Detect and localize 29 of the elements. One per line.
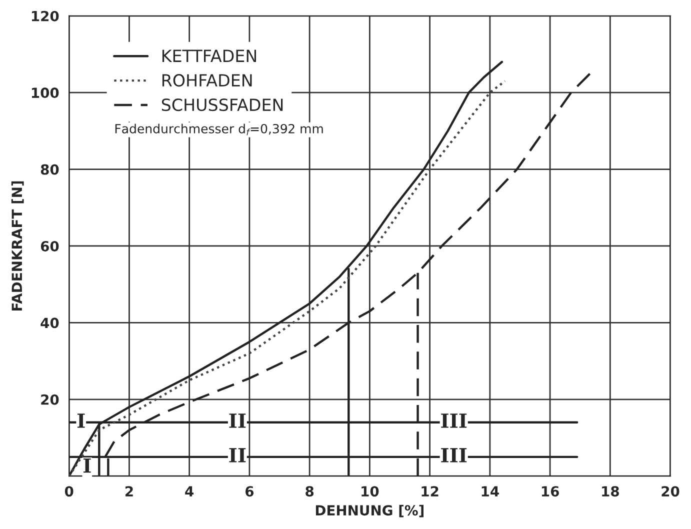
legend-label: SCHUSSFADEN bbox=[162, 98, 283, 112]
x-tick-label: 14 bbox=[482, 486, 499, 496]
annotation: III bbox=[441, 414, 467, 428]
y-axis-title: FADENKRAFT [N] bbox=[11, 181, 24, 311]
annotation: II bbox=[229, 448, 246, 462]
legend-label: ROHFADEN bbox=[162, 74, 252, 87]
annotation: I bbox=[84, 458, 91, 473]
annotation: Fadendurchmesser d$_{f}$=0,392 mm bbox=[115, 124, 323, 136]
y-tick-label: 80 bbox=[40, 164, 59, 175]
annotation: II bbox=[229, 414, 246, 428]
y-tick-label: 120 bbox=[32, 10, 59, 22]
x-tick-label: 20 bbox=[662, 486, 680, 497]
y-tick-label: 60 bbox=[40, 240, 59, 252]
x-tick-label: 6 bbox=[245, 486, 254, 497]
x-tick-label: 18 bbox=[602, 486, 619, 497]
x-tick-label: 0 bbox=[64, 486, 74, 497]
x-tick-label: 2 bbox=[125, 486, 133, 496]
x-axis-title: DEHNUNG [%] bbox=[316, 504, 424, 518]
legend-label: KETTFADEN bbox=[162, 50, 256, 62]
y-tick-label: 40 bbox=[40, 318, 59, 328]
y-tick-label: 100 bbox=[32, 88, 59, 98]
x-tick-label: 10 bbox=[362, 486, 379, 497]
annotation: I bbox=[77, 414, 85, 428]
x-tick-label: 12 bbox=[422, 486, 438, 496]
x-tick-label: 8 bbox=[306, 486, 314, 497]
y-tick-label: 20 bbox=[41, 394, 59, 405]
annotation: III bbox=[441, 448, 467, 462]
x-tick-label: 16 bbox=[542, 486, 559, 497]
x-tick-label: 4 bbox=[185, 486, 194, 496]
